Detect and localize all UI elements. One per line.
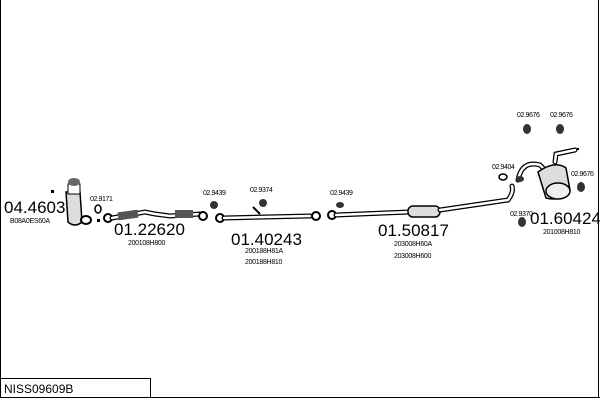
accessory-label: 02.9676: [517, 112, 540, 119]
accessory-label: 02.9439: [330, 190, 353, 197]
part-number: 01.22620: [114, 220, 185, 239]
accessory-label: 02.9404: [492, 164, 515, 171]
accessory-label: 02.9171: [90, 196, 113, 203]
part-number: 01.50817: [378, 221, 449, 240]
accessory-label: 02.9676: [550, 112, 573, 119]
code-box: [0, 378, 151, 398]
oe-number: 203008H60A: [394, 241, 432, 248]
middle-pipe-drawing: [215, 206, 321, 223]
rear-silencer-drawing: [515, 147, 579, 200]
oe-number: 201008H810: [543, 229, 580, 236]
diagram-code: NISS09609B: [4, 382, 73, 396]
oe-number: 200188H810: [245, 259, 282, 266]
centre-silencer-drawing: [327, 183, 515, 220]
part-number: 01.40243: [231, 230, 302, 249]
catalytic-converter-drawing: [51, 178, 100, 226]
oe-number: 200108H800: [128, 240, 165, 247]
front-pipe-drawing: [103, 209, 208, 223]
part-number: 01.60424: [530, 209, 600, 228]
accessory-icons: [94, 124, 585, 227]
accessory-label: 02.9370: [510, 211, 533, 218]
part-number: 04.4603: [4, 198, 65, 217]
oe-number: 200188H81A: [245, 248, 283, 255]
oe-number: 203008H600: [394, 253, 431, 260]
oe-number: B08A0ES60A: [10, 218, 50, 225]
accessory-label: 02.9676: [571, 171, 594, 178]
accessory-label: 02.9374: [250, 187, 273, 194]
accessory-label: 02.9439: [203, 190, 226, 197]
